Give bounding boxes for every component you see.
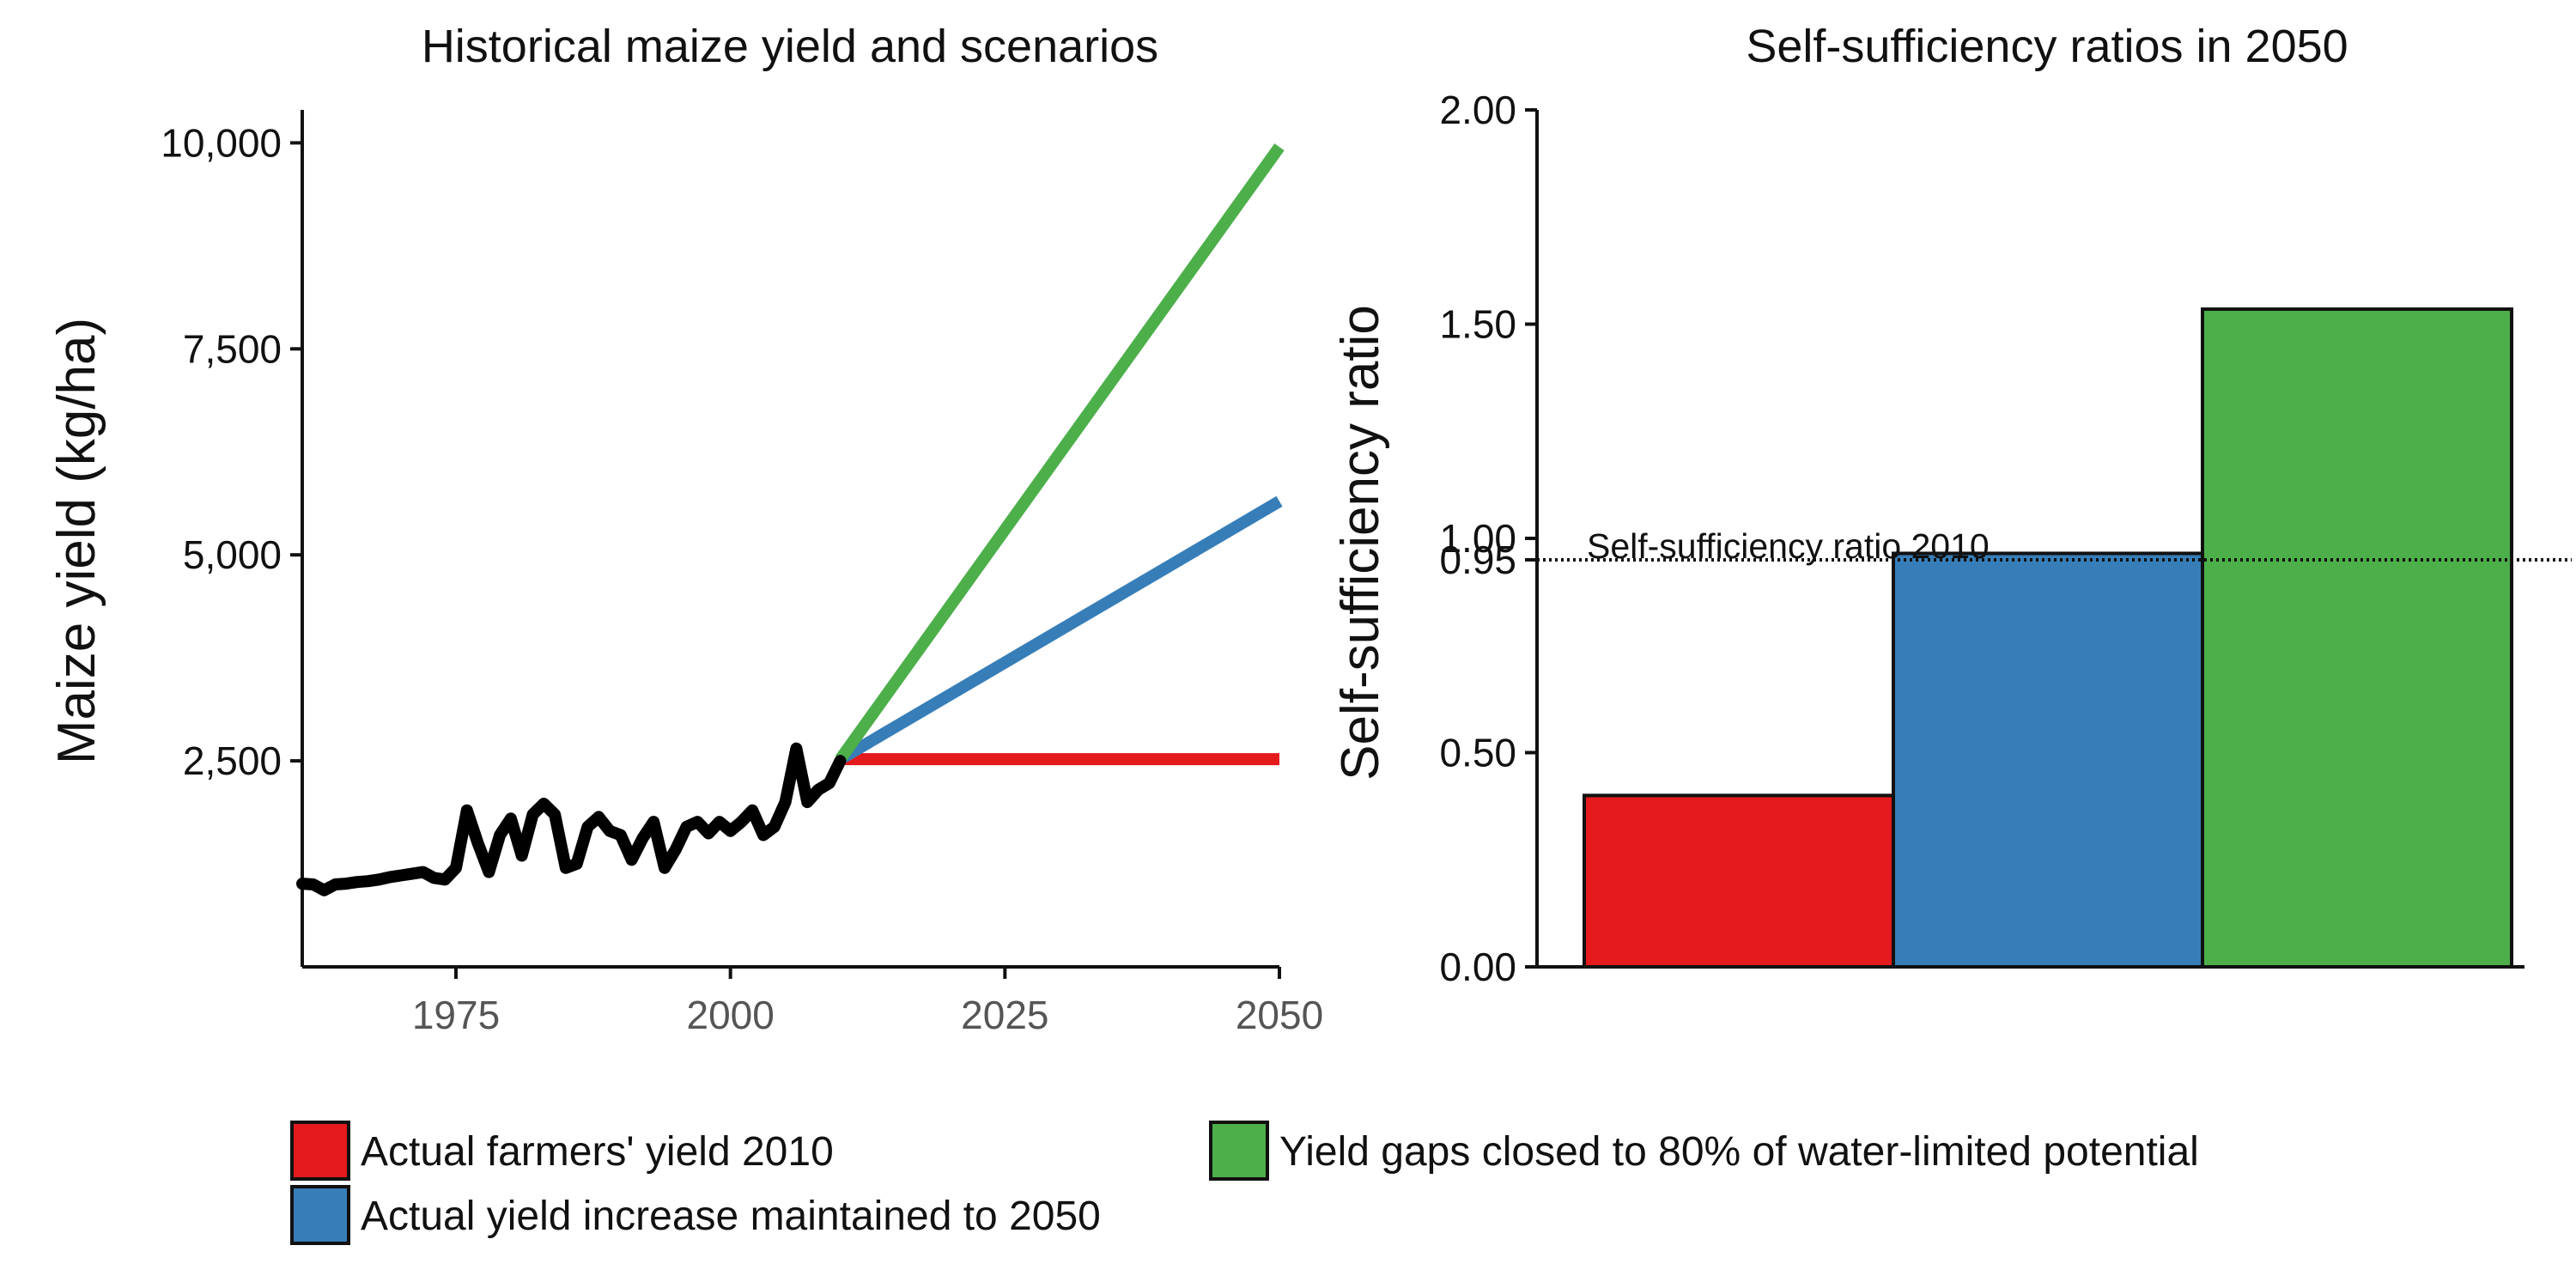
- bar-chart-axes: 0.00 0.50 0.951.00 1.50 2.00: [1439, 88, 2524, 989]
- bar-chart-panel: Self-sufficiency ratios in 2050 Self-suf…: [1331, 21, 2572, 989]
- bar-chart-y-tick-label: 2.00: [1439, 88, 1516, 132]
- legend-label-1: Actual farmers' yield 2010: [361, 1129, 834, 1175]
- bar-chart-y-tick-label: 1.00: [1439, 516, 1516, 561]
- line-chart-panel: Historical maize yield and scenarios Mai…: [47, 21, 1323, 1037]
- historical-yield-line: [296, 742, 847, 896]
- bar-2: [1892, 551, 2204, 969]
- scenario-line: [835, 143, 1285, 763]
- line-chart-y-tick-label: 5,000: [183, 532, 282, 577]
- line-chart-y-tick-label: 10,000: [161, 120, 282, 165]
- bar-chart-y-tick-label: 0.00: [1439, 945, 1516, 989]
- line-chart-y-axis-label: Maize yield (kg/ha): [47, 318, 106, 764]
- line-chart-x-tick-label: 1975: [412, 993, 500, 1037]
- legend: Actual farmers' yield 2010 Actual yield i…: [290, 1121, 2199, 1245]
- bar-chart-title: Self-sufficiency ratios in 2050: [1746, 21, 2348, 72]
- line-chart-x-tick-label: 2050: [1236, 993, 1323, 1037]
- legend-label-2: Actual yield increase maintained to 2050: [361, 1194, 1101, 1239]
- legend-swatch-2: [290, 1185, 350, 1245]
- bar-chart-y-tick-label: 0.50: [1439, 731, 1516, 775]
- bar-chart-bars: [1583, 307, 2513, 969]
- bar-chart-y-tick-label: 1.50: [1439, 302, 1516, 347]
- line-chart-x-tick-label: 2000: [687, 993, 775, 1037]
- line-chart-x-tick-label: 2025: [961, 993, 1048, 1037]
- line-chart-y-tick-label: 2,500: [183, 738, 282, 783]
- bar-chart-y-axis-label: Self-sufficiency ratio: [1331, 305, 1390, 781]
- legend-swatch-1: [290, 1121, 350, 1181]
- bar-3: [2201, 307, 2513, 969]
- legend-label-3: Yield gaps closed to 80% of water-limite…: [1279, 1129, 2199, 1175]
- reference-line-group: Self-sufficiency ratio 2010: [1537, 526, 2572, 566]
- scenario-line: [836, 495, 1283, 765]
- legend-swatch-3: [1209, 1121, 1269, 1181]
- line-chart-series: [296, 143, 1285, 896]
- line-chart-axes: 2,500 5,000 7,500 10,000 1975 2000 2025 2050: [161, 110, 1323, 1037]
- bar-chart-y-tick-label: 0.95: [1439, 538, 1516, 582]
- line-chart-title: Historical maize yield and scenarios: [422, 21, 1158, 72]
- bar-1: [1583, 793, 1895, 969]
- reference-line-label: Self-sufficiency ratio 2010: [1587, 526, 1990, 566]
- line-chart-y-tick-label: 7,500: [183, 326, 282, 371]
